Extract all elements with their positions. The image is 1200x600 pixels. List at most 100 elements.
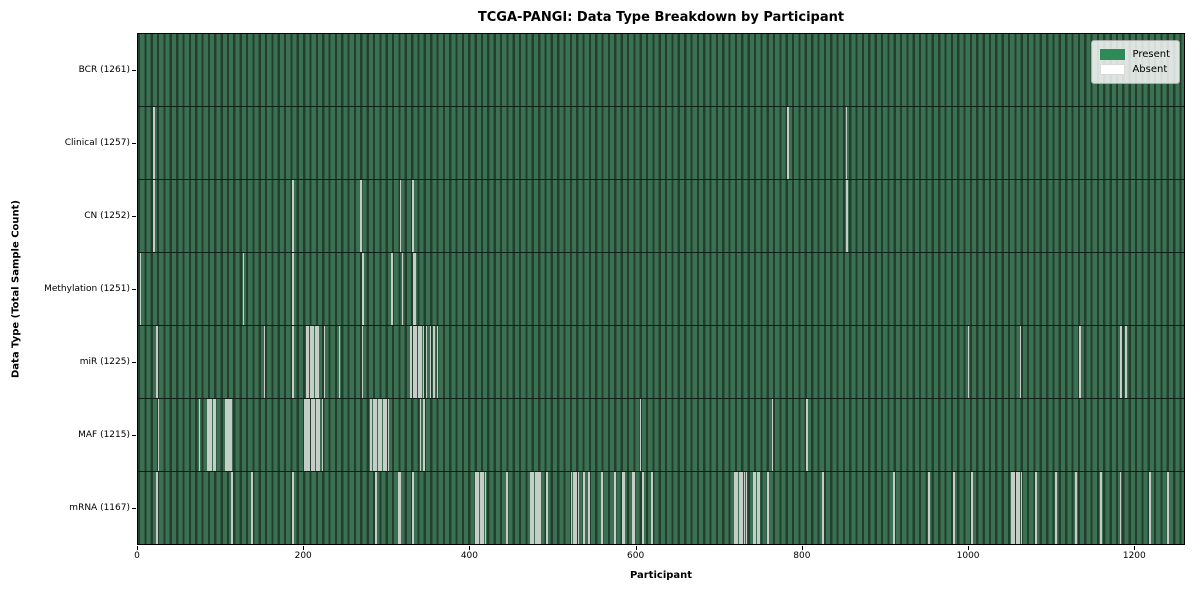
absent-mark xyxy=(805,399,808,471)
x-tick-mark xyxy=(469,546,471,550)
absent-mark xyxy=(845,180,847,252)
x-tick-label: 400 xyxy=(460,551,479,561)
absent-mark xyxy=(531,472,533,544)
absent-mark xyxy=(570,472,573,544)
absent-mark xyxy=(483,472,485,544)
absent-mark xyxy=(230,399,232,471)
absent-mark xyxy=(766,472,769,544)
absent-mark xyxy=(481,472,483,544)
x-tick-mark xyxy=(303,546,305,550)
absent-mark xyxy=(400,180,402,252)
absent-mark xyxy=(743,472,745,544)
x-tick-label: 1000 xyxy=(956,551,980,561)
absent-mark xyxy=(225,399,227,471)
y-tick-mark xyxy=(132,215,136,217)
x-tick-label: 200 xyxy=(294,551,312,561)
absent-mark xyxy=(1149,472,1151,544)
absent-mark xyxy=(322,399,324,471)
absent-mark xyxy=(537,472,540,544)
plot-area: Present Absent xyxy=(137,33,1185,545)
absent-mark xyxy=(1015,472,1017,544)
absent-mark xyxy=(539,472,541,544)
absent-mark xyxy=(382,399,385,471)
absent-mark xyxy=(377,399,380,471)
absent-mark xyxy=(577,472,579,544)
legend-entry-present: Present xyxy=(1100,48,1170,61)
legend: Present Absent xyxy=(1091,40,1180,84)
absent-mark xyxy=(1120,326,1122,398)
absent-mark xyxy=(767,472,769,544)
heatmap-row-mir xyxy=(138,326,1184,399)
absent-mark xyxy=(735,472,737,544)
y-tick-mark xyxy=(132,362,136,364)
absent-mark xyxy=(207,399,210,471)
absent-mark xyxy=(226,399,229,471)
x-tick-mark xyxy=(635,546,637,550)
absent-mark xyxy=(292,472,294,544)
heatmap-row-maf xyxy=(138,399,1184,472)
absent-mark xyxy=(372,399,375,471)
absent-mark xyxy=(230,399,233,471)
absent-mark xyxy=(212,399,214,471)
legend-present-swatch xyxy=(1100,49,1126,60)
absent-mark xyxy=(250,472,253,544)
absent-mark xyxy=(391,253,394,325)
absent-mark xyxy=(384,399,386,471)
absent-mark xyxy=(313,326,315,398)
absent-mark xyxy=(209,399,211,471)
absent-mark xyxy=(227,399,229,471)
absent-mark xyxy=(650,472,652,544)
absent-mark xyxy=(532,472,535,544)
absent-mark xyxy=(423,399,425,471)
absent-mark xyxy=(214,399,216,471)
absent-mark xyxy=(1125,326,1128,398)
absent-mark xyxy=(507,472,509,544)
legend-absent-label: Absent xyxy=(1132,64,1168,75)
absent-mark xyxy=(641,472,643,544)
x-tick-label: 600 xyxy=(627,551,645,561)
absent-mark xyxy=(600,472,603,544)
heatmap-row-methylation xyxy=(138,253,1184,326)
absent-mark xyxy=(153,180,156,252)
heatmap-row-clinical xyxy=(138,107,1184,180)
y-axis-label: Data Type (Total Sample Count) xyxy=(10,199,22,379)
absent-mark xyxy=(401,253,404,325)
absent-mark xyxy=(478,472,480,544)
absent-mark xyxy=(1075,472,1077,544)
absent-mark xyxy=(575,472,578,544)
absent-mark xyxy=(318,326,320,398)
absent-mark xyxy=(572,472,574,544)
absent-mark xyxy=(1012,472,1014,544)
absent-mark xyxy=(755,472,757,544)
absent-mark xyxy=(1120,326,1123,398)
y-tick-label-methylation: Methylation (1251) xyxy=(44,284,130,294)
absent-mark xyxy=(1167,472,1169,544)
y-tick-label-mir: miR (1225) xyxy=(79,357,130,368)
absent-mark xyxy=(292,326,294,398)
absent-mark xyxy=(415,326,418,398)
absent-mark xyxy=(420,326,423,398)
absent-mark xyxy=(738,472,740,544)
absent-mark xyxy=(419,326,421,398)
absent-mark xyxy=(152,180,155,252)
absent-mark xyxy=(970,472,973,544)
absent-mark xyxy=(308,326,310,398)
absent-mark xyxy=(323,326,326,398)
absent-mark xyxy=(429,326,432,398)
y-tick-mark xyxy=(132,508,136,510)
absent-mark xyxy=(587,472,589,544)
absent-mark xyxy=(360,180,362,252)
absent-mark xyxy=(967,326,969,398)
absent-mark xyxy=(375,472,377,544)
absent-mark xyxy=(845,107,847,179)
absent-mark xyxy=(156,326,158,398)
absent-mark xyxy=(412,472,414,544)
y-tick-label-clinical: Clinical (1257) xyxy=(64,137,130,148)
absent-mark xyxy=(338,326,341,398)
absent-mark xyxy=(822,472,824,544)
heatmap-rows xyxy=(138,34,1184,544)
absent-mark xyxy=(379,399,381,471)
absent-mark xyxy=(736,472,739,544)
absent-mark xyxy=(139,253,141,325)
absent-mark xyxy=(536,472,538,544)
